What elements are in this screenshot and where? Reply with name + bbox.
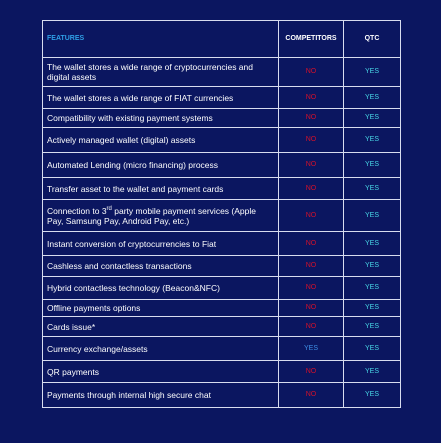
qtc-cell: YES [343, 199, 401, 232]
competitors-cell: NO [278, 360, 344, 383]
qtc-cell: YES [343, 336, 401, 361]
comparison-table: FEATURES COMPETITORS QTC The wallet stores … [42, 20, 401, 408]
feature-cell: Offline payments options [42, 299, 279, 317]
competitors-cell: NO [278, 276, 344, 300]
feature-text: Connection to 3rd party mobile payment s… [47, 206, 274, 226]
feature-cell: The wallet stores a wide range of FIAT c… [42, 86, 279, 109]
qtc-cell: YES [343, 299, 401, 317]
qtc-cell: YES [343, 255, 401, 277]
feature-cell: The wallet stores a wide range of crypto… [42, 57, 279, 87]
qtc-cell: YES [343, 231, 401, 256]
text: Connection to 3 [47, 205, 107, 216]
feature-cell: Cashless and contactless transactions [42, 255, 279, 277]
feature-cell: Hybrid contactless technology (Beacon&NF… [42, 276, 279, 300]
header-cell: COMPETITORS [278, 20, 344, 58]
qtc-cell: YES [343, 382, 401, 408]
qtc-cell: YES [343, 360, 401, 383]
feature-cell: Automated Lending (micro financing) proc… [42, 152, 279, 178]
competitors-cell: NO [278, 127, 344, 153]
competitors-cell: NO [278, 86, 344, 109]
text: rd [106, 205, 112, 212]
competitors-cell: NO [278, 108, 344, 128]
qtc-cell: YES [343, 127, 401, 153]
feature-cell: Connection to 3rd party mobile payment s… [42, 199, 279, 232]
competitors-cell: NO [278, 316, 344, 337]
qtc-cell: YES [343, 108, 401, 128]
competitors-cell: NO [278, 255, 344, 277]
header-cell: QTC [343, 20, 401, 58]
qtc-cell: YES [343, 57, 401, 87]
feature-cell: Payments through internal high secure ch… [42, 382, 279, 408]
competitors-cell: NO [278, 231, 344, 256]
competitors-cell: NO [278, 152, 344, 178]
qtc-cell: YES [343, 316, 401, 337]
feature-cell: Transfer asset to the wallet and payment… [42, 177, 279, 200]
competitors-cell: NO [278, 199, 344, 232]
feature-cell: Instant conversion of cryptocurrencies t… [42, 231, 279, 256]
competitors-cell: NO [278, 177, 344, 200]
qtc-cell: YES [343, 177, 401, 200]
qtc-cell: YES [343, 86, 401, 109]
feature-cell: QR payments [42, 360, 279, 383]
competitors-cell: YES [278, 336, 344, 361]
competitors-cell: NO [278, 382, 344, 408]
competitors-cell: NO [278, 57, 344, 87]
qtc-cell: YES [343, 276, 401, 300]
feature-cell: Cards issue* [42, 316, 279, 337]
feature-cell: Compatibility with existing payment syst… [42, 108, 279, 128]
text: party mobile payment services (Apple Pay… [47, 205, 256, 226]
qtc-cell: YES [343, 152, 401, 178]
header-cell: FEATURES [42, 20, 279, 58]
competitors-cell: NO [278, 299, 344, 317]
feature-cell: Currency exchange/assets [42, 336, 279, 361]
feature-cell: Actively managed wallet (digital) assets [42, 127, 279, 153]
